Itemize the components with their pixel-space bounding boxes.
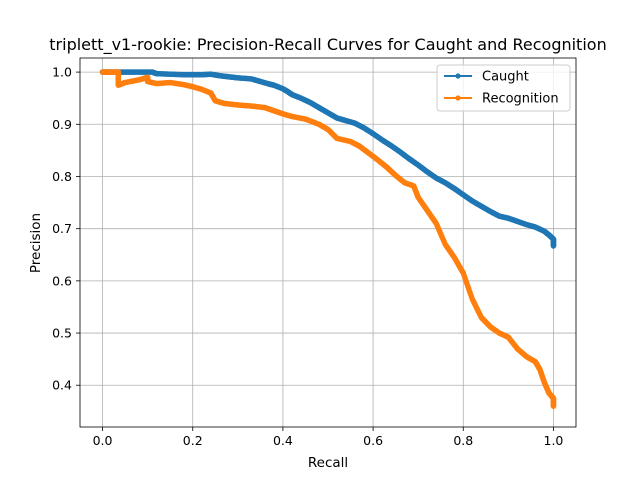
y-tick-label: 0.4 xyxy=(52,378,72,393)
y-tick-label: 0.7 xyxy=(52,221,72,236)
legend-recognition-marker xyxy=(455,95,461,101)
series-layer xyxy=(99,69,557,409)
series-line-recognition xyxy=(102,71,555,407)
legend-caught-label: Caught xyxy=(482,70,529,85)
series-markers-recognition xyxy=(99,69,557,409)
chart-title: triplett_v1-rookie: Precision-Recall Cur… xyxy=(49,35,606,55)
y-tick-label: 0.5 xyxy=(52,326,72,341)
x-tick-label: 0.8 xyxy=(453,433,473,448)
x-tick-label: 1.0 xyxy=(544,433,564,448)
tick-layer: 0.0 0.2 0.4 0.6 0.8 1.0 0.4 0.5 0.6 0.7 0.8 0.9 1.0 xyxy=(52,65,563,448)
legend: Caught Recognition xyxy=(436,64,571,112)
legend-caught-marker xyxy=(455,73,461,79)
x-tick-label: 0.2 xyxy=(183,433,203,448)
x-tick-label: 0.6 xyxy=(363,433,383,448)
x-tick-label: 0.0 xyxy=(93,433,113,448)
x-tick-label: 0.4 xyxy=(273,433,293,448)
legend-recognition-label: Recognition xyxy=(482,92,559,107)
x-axis-label: Recall xyxy=(308,455,348,471)
y-axis-label: Precision xyxy=(28,213,44,273)
plot-frame xyxy=(79,57,577,428)
data-point-caught xyxy=(550,243,557,249)
y-tick-label: 0.8 xyxy=(52,169,72,184)
data-point-recognition xyxy=(550,403,557,409)
y-tick-label: 0.6 xyxy=(52,273,72,288)
y-tick-label: 0.9 xyxy=(52,117,72,132)
y-tick-label: 1.0 xyxy=(52,65,72,80)
